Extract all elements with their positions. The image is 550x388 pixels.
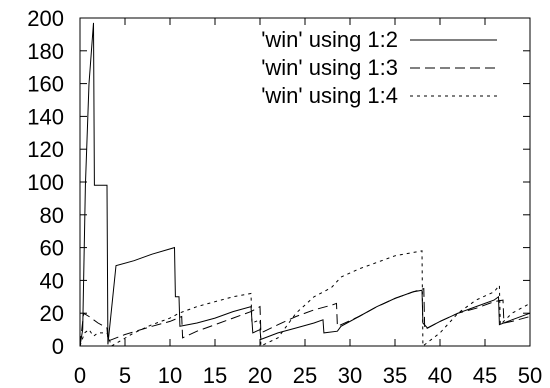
legend-label: 'win' using 1:4 xyxy=(261,83,398,108)
legend-label: 'win' using 1:3 xyxy=(261,55,398,80)
y-tick-label: 0 xyxy=(52,334,64,359)
y-tick-label: 200 xyxy=(27,6,64,31)
series-line xyxy=(79,287,531,347)
series-line xyxy=(79,250,531,348)
x-tick-label: 0 xyxy=(74,363,86,388)
axis-ticks xyxy=(79,17,531,347)
y-tick-label: 120 xyxy=(27,137,64,162)
axis-tick-labels: 0 5 10 15 20 25 30 35 40 45 50 0 20 40 60 80 100 120 140 16… xyxy=(27,6,542,388)
y-tick-label: 100 xyxy=(27,170,64,195)
y-tick-label: 180 xyxy=(27,39,64,64)
series-lines xyxy=(79,22,531,348)
x-tick-label: 10 xyxy=(158,363,182,388)
x-tick-label: 40 xyxy=(428,363,452,388)
x-tick-label: 45 xyxy=(473,363,497,388)
legend-label: 'win' using 1:2 xyxy=(261,27,398,52)
x-tick-label: 25 xyxy=(293,363,317,388)
legend: 'win' using 1:2 'win' using 1:3 'win' usin… xyxy=(261,27,497,108)
x-tick-label: 50 xyxy=(518,363,542,388)
y-tick-label: 60 xyxy=(40,236,64,261)
x-tick-label: 5 xyxy=(119,363,131,388)
y-tick-label: 140 xyxy=(27,104,64,129)
x-tick-label: 30 xyxy=(338,363,362,388)
series-line xyxy=(79,22,531,347)
y-tick-label: 40 xyxy=(40,268,64,293)
y-tick-label: 80 xyxy=(40,203,64,228)
x-tick-label: 35 xyxy=(383,363,407,388)
x-tick-label: 15 xyxy=(203,363,227,388)
y-tick-label: 20 xyxy=(40,301,64,326)
y-tick-label: 160 xyxy=(27,72,64,97)
x-tick-label: 20 xyxy=(248,363,272,388)
